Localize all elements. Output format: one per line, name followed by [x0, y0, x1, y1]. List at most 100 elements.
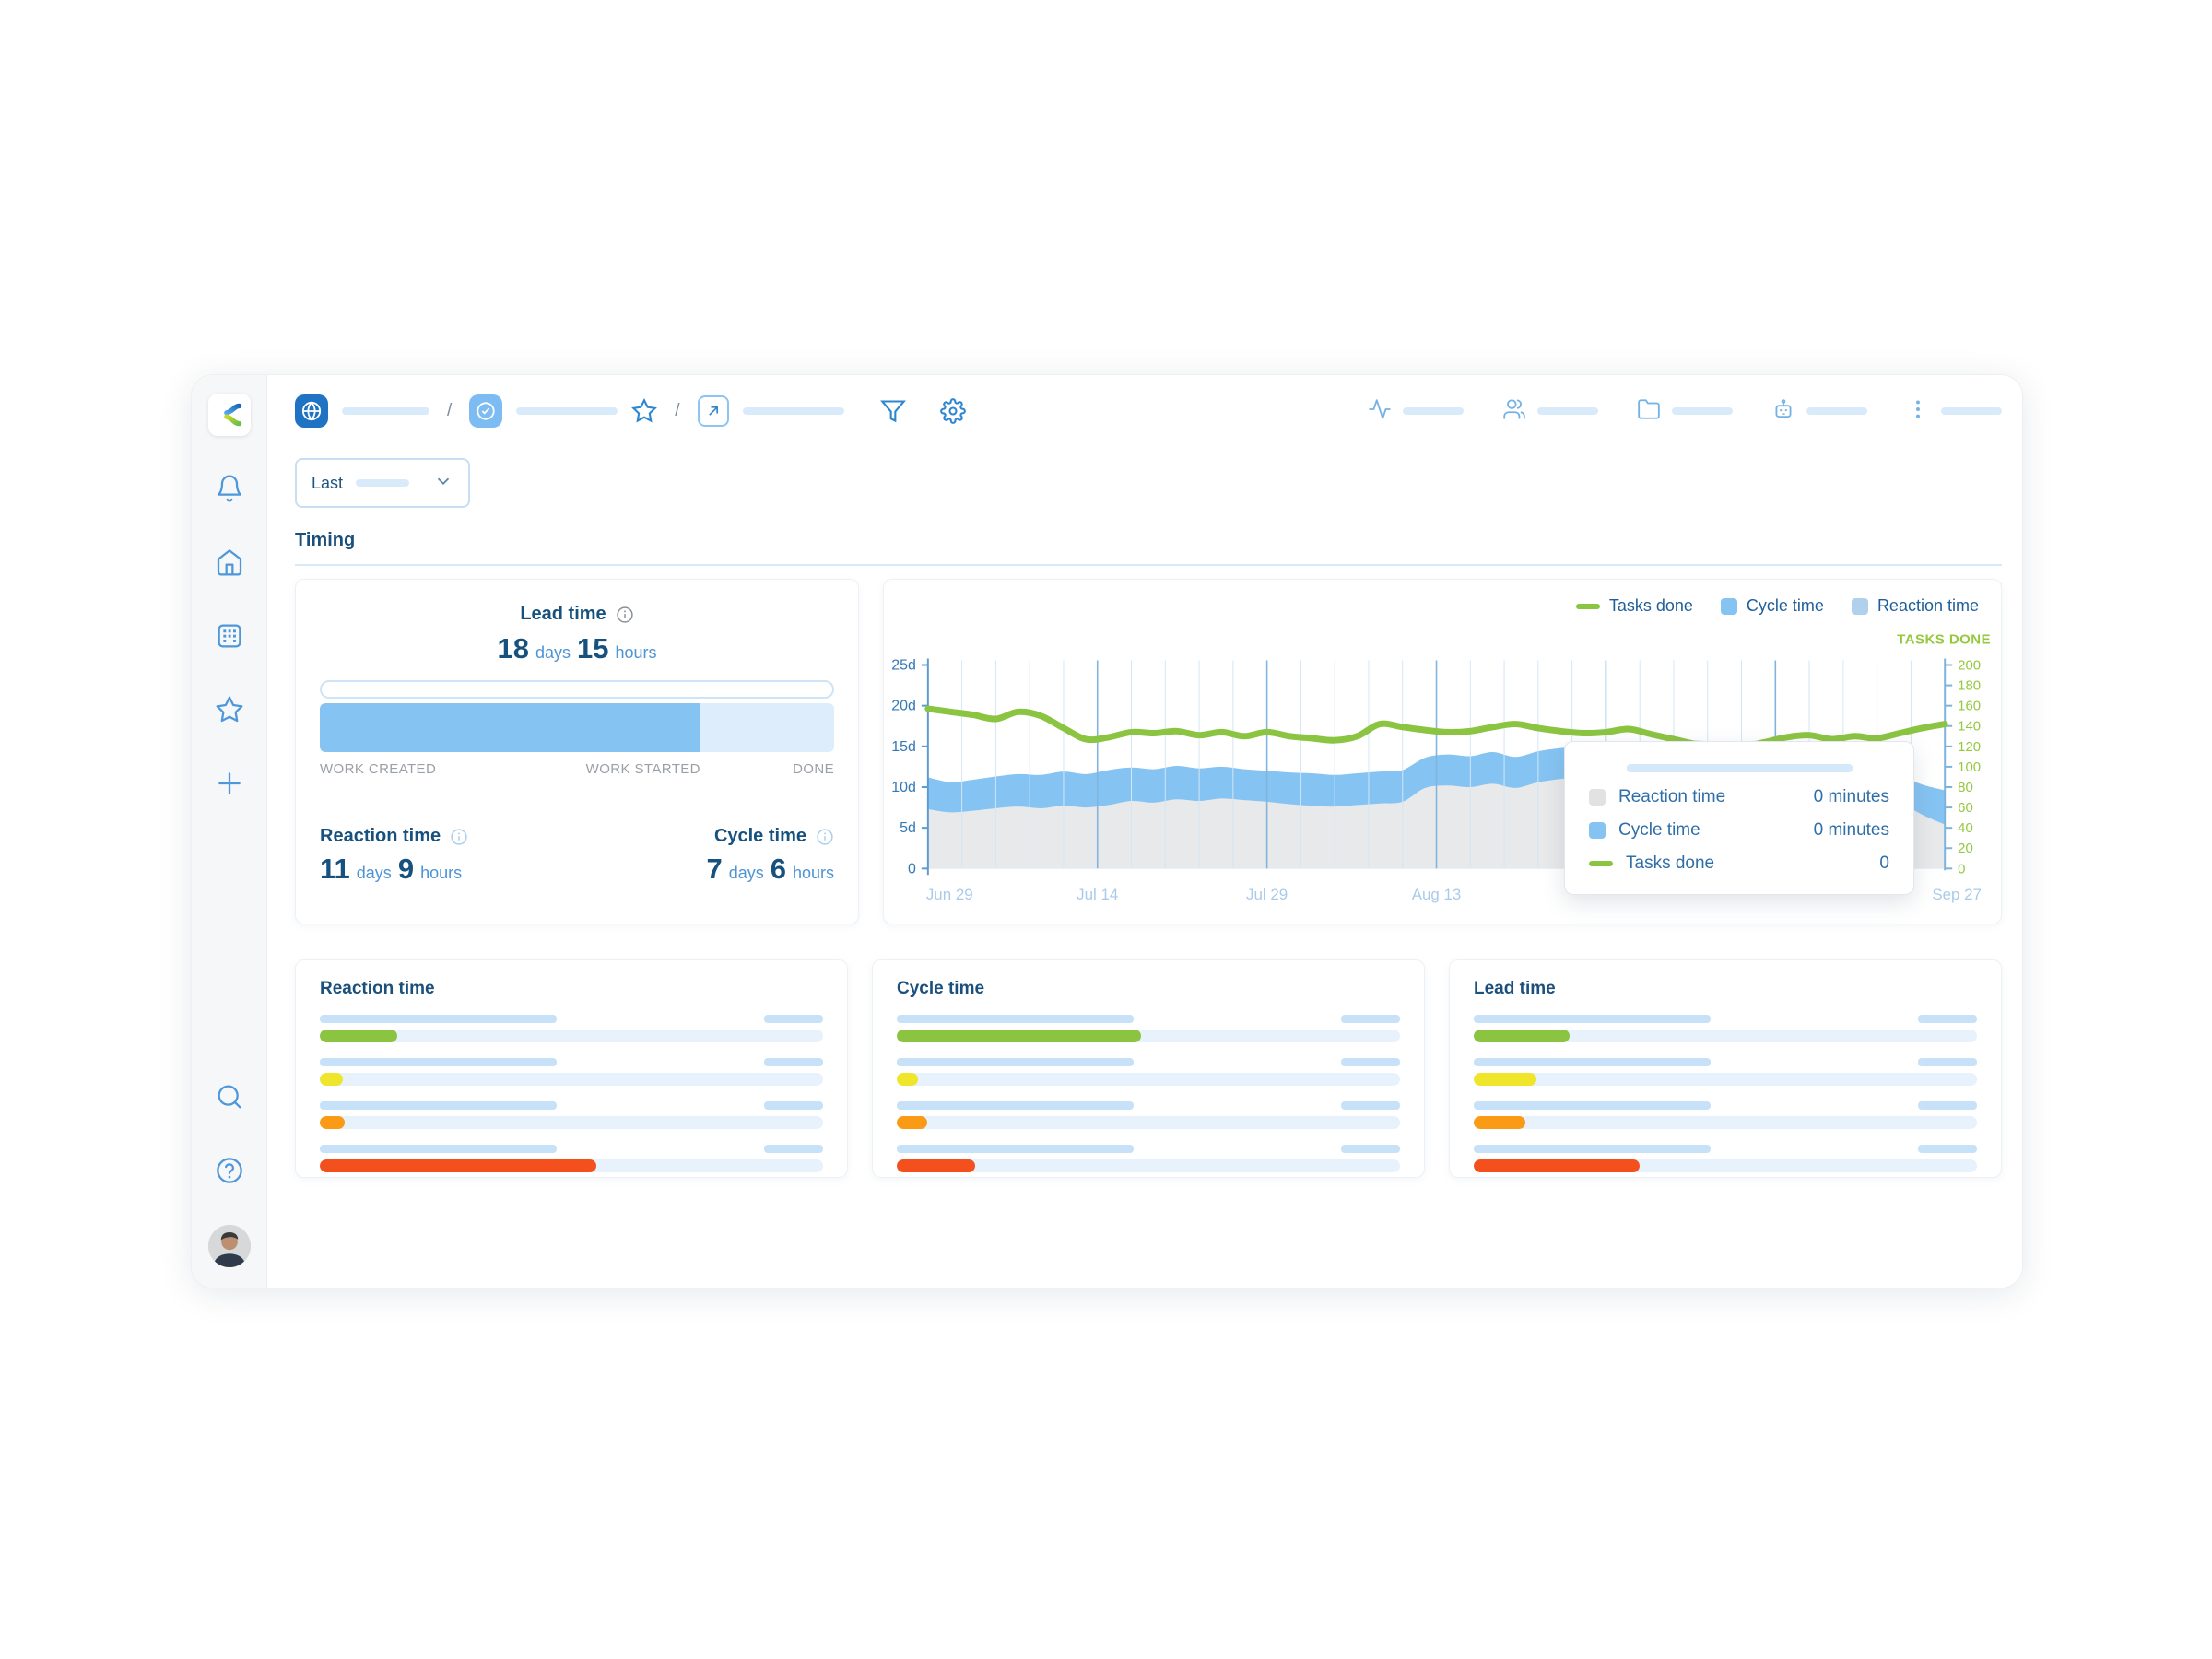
breadcrumb-separator: / [447, 401, 453, 420]
legend-tasks-done[interactable]: Tasks done [1575, 596, 1693, 616]
distribution-track [1474, 1159, 1977, 1172]
legend-swatch [1720, 597, 1737, 615]
user-avatar[interactable] [207, 1225, 251, 1267]
label-placeholder [1806, 407, 1867, 415]
team-toolbar-item[interactable] [1502, 397, 1598, 426]
row-label-placeholder [897, 1145, 1134, 1153]
help-icon[interactable] [214, 1155, 245, 1186]
svg-text:180: 180 [1958, 678, 1981, 694]
svg-text:40: 40 [1958, 820, 1973, 836]
app-logo[interactable] [207, 394, 251, 436]
filter-button[interactable] [879, 398, 906, 424]
info-icon[interactable] [616, 606, 634, 624]
row-value-placeholder [1918, 1101, 1977, 1110]
check-circle-icon [477, 402, 495, 420]
filter-funnel-icon [879, 400, 906, 423]
cycle-time-metric: Cycle time 7 days 6 hours [706, 826, 834, 885]
distribution-row [1474, 1058, 1977, 1086]
lead-time-value: 18 days 15 hours [497, 632, 657, 665]
row-value-placeholder [1341, 1058, 1400, 1066]
label-placeholder [1672, 407, 1733, 415]
legend-label: Cycle time [1746, 596, 1824, 615]
kebab-toolbar-item[interactable] [1906, 397, 2002, 426]
trend-up-icon [708, 406, 718, 416]
legend-reaction-time[interactable]: Reaction time [1851, 596, 1979, 616]
svg-text:160: 160 [1958, 699, 1981, 714]
view-name-placeholder [742, 407, 844, 415]
bell-icon[interactable] [214, 473, 245, 504]
row-value-placeholder [764, 1101, 823, 1110]
home-icon[interactable] [214, 547, 245, 578]
favorite-star-button[interactable] [631, 398, 658, 424]
analytics-view-chip[interactable] [697, 395, 729, 427]
distribution-fill [1474, 1073, 1536, 1086]
row-label-placeholder [1474, 1145, 1711, 1153]
board-icon[interactable] [214, 620, 245, 652]
section-divider [295, 564, 2002, 566]
legend-label: Reaction time [1877, 596, 1979, 615]
distribution-track [320, 1073, 823, 1086]
label-placeholder [1537, 407, 1598, 415]
breadcrumb: / / [295, 394, 966, 428]
distribution-row [320, 1058, 823, 1086]
svg-text:80: 80 [1958, 780, 1973, 795]
distribution-track [897, 1159, 1400, 1172]
svg-text:Jun 29: Jun 29 [926, 886, 973, 903]
svg-text:Jul 29: Jul 29 [1246, 886, 1288, 903]
chart-legend: Tasks done Cycle time Reaction time [1575, 596, 1979, 616]
toolbar-right-group [1368, 397, 2002, 426]
robot-toolbar-item[interactable] [1771, 397, 1867, 426]
logo-k-icon [219, 403, 241, 427]
activity-toolbar-item[interactable] [1368, 397, 1464, 426]
row-label-placeholder [320, 1015, 557, 1023]
row-label-placeholder [897, 1058, 1134, 1066]
distribution-row [897, 1145, 1400, 1172]
gear-icon [939, 398, 966, 424]
plus-icon[interactable] [214, 768, 245, 799]
row-label-placeholder [320, 1145, 557, 1153]
tooltip-swatch [1589, 789, 1606, 806]
info-icon[interactable] [816, 828, 834, 846]
folder-toolbar-item[interactable] [1637, 397, 1733, 426]
period-dropdown-label: Last [312, 473, 344, 492]
distribution-row [1474, 1015, 1977, 1042]
row-label-placeholder [320, 1101, 557, 1110]
distribution-track [320, 1030, 823, 1042]
workspace-name-placeholder [342, 407, 429, 415]
svg-text:Sep 27: Sep 27 [1932, 886, 1982, 903]
settings-button[interactable] [939, 398, 966, 424]
milestone-labels: WORK CREATED WORK STARTED DONE [320, 761, 834, 778]
board-chip[interactable] [469, 394, 503, 428]
distribution-track [1474, 1116, 1977, 1129]
row-value-placeholder [764, 1145, 823, 1153]
svg-text:5d: 5d [900, 820, 916, 836]
label-placeholder [1941, 407, 2002, 415]
top-toolbar: / / [295, 375, 2002, 447]
svg-text:100: 100 [1958, 759, 1981, 775]
period-dropdown[interactable]: Last [295, 458, 470, 508]
distribution-track [1474, 1073, 1977, 1086]
distribution-fill [320, 1116, 345, 1129]
distribution-row [897, 1015, 1400, 1042]
folder-icon [1637, 397, 1661, 426]
chevron-down-icon [433, 471, 453, 496]
distribution-row [897, 1058, 1400, 1086]
info-icon[interactable] [450, 828, 468, 846]
svg-text:10d: 10d [891, 780, 916, 795]
workspace-chip[interactable] [295, 394, 328, 428]
tooltip-value: 0 [1879, 853, 1889, 873]
tooltip-date-placeholder [1626, 764, 1853, 772]
star-icon[interactable] [214, 694, 245, 725]
distribution-row [1474, 1101, 1977, 1129]
distribution-card-title: Cycle time [897, 979, 985, 998]
milestone-work-created: WORK CREATED [320, 761, 437, 777]
distribution-fill [320, 1159, 597, 1172]
legend-cycle-time[interactable]: Cycle time [1720, 596, 1824, 616]
row-value-placeholder [1341, 1015, 1400, 1023]
reaction-time-metric: Reaction time 11 days 9 hours [320, 826, 468, 886]
row-value-placeholder [1918, 1058, 1977, 1066]
row-label-placeholder [897, 1015, 1134, 1023]
search-icon[interactable] [214, 1081, 245, 1112]
breadcrumb-separator-2: / [675, 401, 680, 420]
svg-text:60: 60 [1958, 800, 1973, 816]
